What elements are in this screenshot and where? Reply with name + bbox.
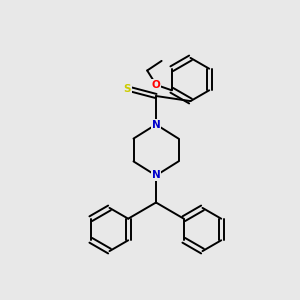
Text: N: N bbox=[152, 119, 160, 130]
Text: O: O bbox=[152, 80, 161, 90]
Text: S: S bbox=[124, 83, 131, 94]
Text: N: N bbox=[152, 170, 160, 181]
